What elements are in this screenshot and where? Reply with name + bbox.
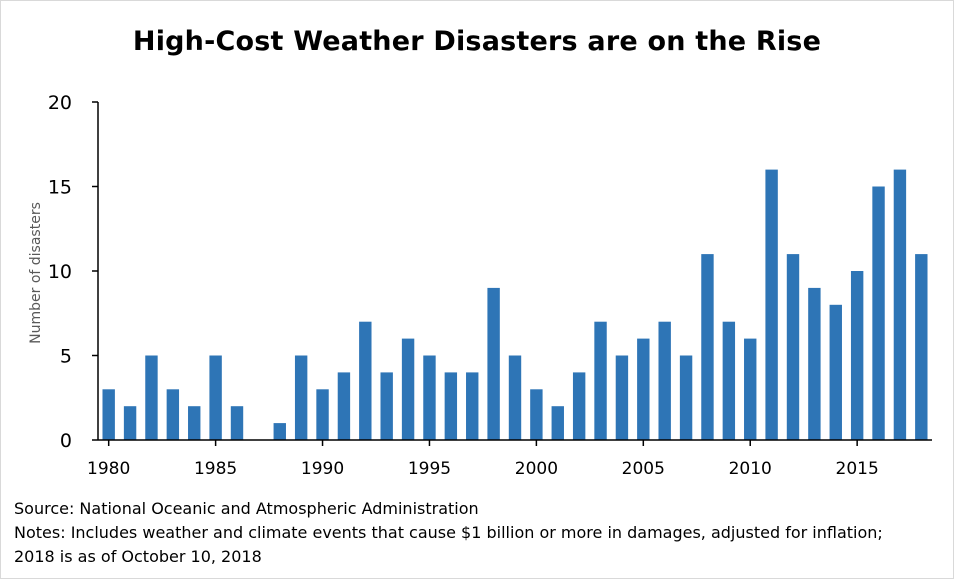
bar-1983 xyxy=(166,389,180,440)
bar-1995 xyxy=(423,355,436,440)
source-note: Source: National Oceanic and Atmospheric… xyxy=(14,499,479,518)
notes-line-2: 2018 is as of October 10, 2018 xyxy=(14,547,262,566)
bar-1990 xyxy=(316,389,329,440)
bar-1981 xyxy=(123,406,137,440)
bar-2016 xyxy=(872,186,885,440)
x-tick-label-1980: 1980 xyxy=(87,459,130,479)
bar-2002 xyxy=(572,372,586,440)
bar-1980 xyxy=(102,389,115,440)
bar-1996 xyxy=(444,372,458,440)
y-tick-label-20: 20 xyxy=(48,92,72,114)
y-tick-label-0: 0 xyxy=(60,430,72,452)
chart-notes: Source: National Oceanic and Atmospheric… xyxy=(14,497,883,569)
y-axis-label: Number of disasters xyxy=(28,202,44,344)
bar-2012 xyxy=(786,254,800,440)
notes-line-1: Notes: Includes weather and climate even… xyxy=(14,523,883,542)
bar-2014 xyxy=(829,304,842,440)
bar-2005 xyxy=(637,338,650,440)
bar-2007 xyxy=(679,355,693,440)
bar-2011 xyxy=(765,169,778,440)
x-tick-label-1985: 1985 xyxy=(194,459,237,479)
bar-2013 xyxy=(808,287,821,440)
bar-2006 xyxy=(658,321,671,440)
bar-2015 xyxy=(850,271,864,440)
bar-1999 xyxy=(508,355,522,440)
bar-2008 xyxy=(701,254,714,440)
x-tick-label-2015: 2015 xyxy=(836,459,879,479)
bar-1991 xyxy=(337,372,351,440)
bar-2018 xyxy=(915,254,928,440)
y-tick-label-10: 10 xyxy=(48,261,72,283)
x-tick-label-2010: 2010 xyxy=(729,459,772,479)
bar-1992 xyxy=(359,321,372,440)
bar-2003 xyxy=(594,321,607,440)
bar-1989 xyxy=(294,355,308,440)
bar-2010 xyxy=(744,338,757,440)
x-tick-label-2000: 2000 xyxy=(515,459,558,479)
bar-2000 xyxy=(530,389,543,440)
y-tick-label-15: 15 xyxy=(48,177,72,199)
bar-2004 xyxy=(615,355,629,440)
bar-2001 xyxy=(551,406,564,440)
bar-2009 xyxy=(722,321,736,440)
bar-1998 xyxy=(487,287,500,440)
x-tick-label-1995: 1995 xyxy=(408,459,451,479)
y-tick-label-5: 5 xyxy=(60,346,72,368)
bar-1988 xyxy=(273,423,286,440)
bar-2017 xyxy=(893,169,907,440)
bar-1982 xyxy=(145,355,158,440)
bar-1986 xyxy=(230,406,244,440)
bar-1997 xyxy=(466,372,479,440)
bar-1985 xyxy=(209,355,222,440)
chart-title: High-Cost Weather Disasters are on the R… xyxy=(132,26,822,57)
bar-1984 xyxy=(188,406,201,440)
bar-1994 xyxy=(401,338,415,440)
x-tick-label-1990: 1990 xyxy=(301,459,344,479)
bar-1993 xyxy=(380,372,393,440)
x-tick-label-2005: 2005 xyxy=(622,459,665,479)
